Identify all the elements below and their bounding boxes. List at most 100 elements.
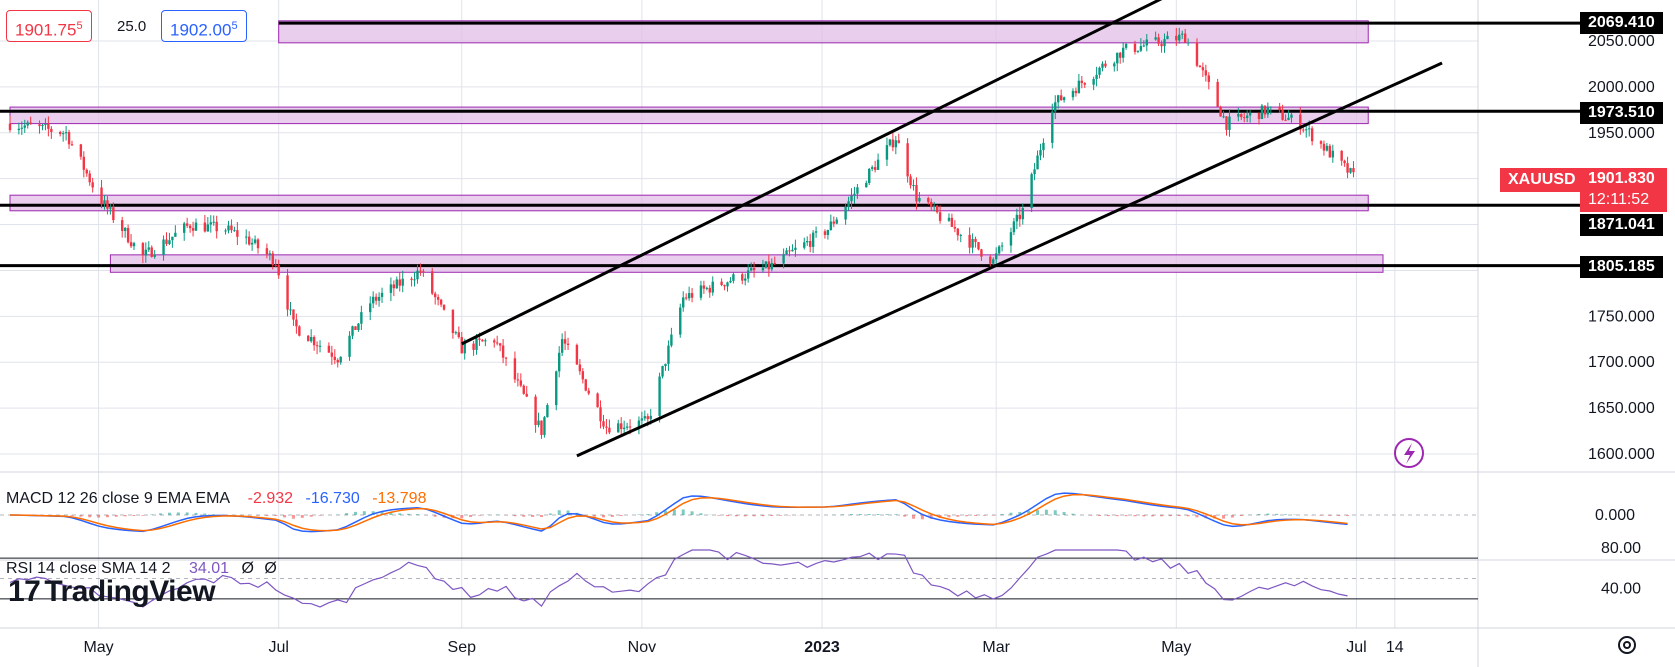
candle-body [1163, 39, 1166, 47]
candle-body [711, 281, 714, 293]
candle-body [1331, 150, 1335, 158]
candle-body [451, 309, 455, 334]
bid-price-sup: 5 [76, 20, 83, 32]
candle-body [498, 343, 502, 346]
macd-hist-bar [407, 513, 411, 515]
bid-price-box[interactable]: 1901.755 [6, 10, 92, 42]
candle-body [504, 357, 508, 359]
candle-body [909, 176, 912, 186]
macd-hist-bar [1000, 514, 1004, 515]
candle-body [1030, 174, 1033, 209]
candle-body [1352, 168, 1355, 173]
gear-icon[interactable] [1618, 636, 1636, 654]
candle-body [708, 287, 711, 293]
macd-legend[interactable]: MACD 12 26 close 9 EMA EMA -2.932 -16.73… [6, 490, 426, 508]
tradingview-logo[interactable]: 17 TradingView [8, 575, 216, 609]
candle-body [989, 256, 992, 264]
candle-body [85, 169, 88, 174]
candle-body [566, 343, 570, 345]
macd-hist-bar [841, 514, 845, 515]
candle-body [1098, 67, 1101, 75]
macd-hist-bar [79, 515, 83, 517]
candle-body [620, 423, 623, 430]
candle-body [897, 140, 900, 144]
candle-body [932, 205, 936, 207]
candle-body [318, 345, 322, 347]
candle-body [1175, 35, 1178, 41]
candle-body [106, 200, 109, 209]
candle-body [1310, 128, 1314, 142]
candle-body [1033, 169, 1036, 175]
macd-hist-bar [1053, 510, 1057, 515]
candle-body [1160, 43, 1163, 47]
candle-body [682, 297, 685, 308]
candle-body [495, 342, 499, 344]
ask-price-box[interactable]: 1902.005 [161, 10, 247, 42]
candle-body [1245, 115, 1249, 119]
symbol-badge[interactable]: XAUUSD [1500, 168, 1584, 192]
candle-body [185, 223, 189, 226]
candle-body [1302, 129, 1305, 131]
candle-body [1346, 163, 1349, 173]
candle-body [868, 168, 871, 184]
candle-body [915, 185, 918, 202]
macd-hist-bar [566, 510, 570, 515]
candle-body [416, 270, 419, 280]
candle-body [150, 247, 153, 257]
macd-hist-bar [380, 511, 384, 515]
candle-body [472, 343, 475, 350]
candle-body [484, 340, 487, 342]
macd-hist-bar [1257, 513, 1261, 515]
bid-price: 1901.75 [15, 20, 77, 40]
candle-body [395, 279, 399, 289]
candle-body [1216, 81, 1219, 107]
candle-body [457, 332, 461, 338]
candle-body [1042, 142, 1045, 151]
candle-body [61, 133, 65, 135]
macd-hist-bar [88, 515, 92, 518]
candle-body [516, 379, 520, 381]
macd-hist-bar [1160, 515, 1164, 517]
candle-body [563, 339, 567, 344]
macd-hist-bar [291, 515, 295, 519]
candle-body [1349, 168, 1352, 173]
macd-hist-bar [1089, 515, 1093, 516]
candle-body [622, 427, 626, 430]
candle-body [1059, 95, 1063, 101]
price-axis[interactable]: 2050.0002000.0001950.0001900.0001850.000… [1588, 33, 1655, 598]
candle-body [1036, 155, 1039, 170]
candle-body [1095, 74, 1098, 79]
candle-body [289, 309, 292, 311]
macd-hist-bar [1222, 515, 1226, 519]
time-tick-label: Nov [628, 639, 656, 656]
candle-body [956, 228, 960, 236]
candle-body [419, 270, 422, 272]
candle-body [1077, 80, 1081, 94]
last-price-box: 1901.830 12:11:52 [1580, 168, 1667, 212]
candle-body [803, 242, 806, 248]
candle-body [670, 334, 673, 346]
macd-hist-bar [300, 515, 304, 518]
candle-body [806, 240, 809, 243]
macd-hist-bar [203, 513, 207, 515]
rsi-legend[interactable]: RSI 14 close SMA 14 2 34.01 Ø Ø [6, 560, 277, 578]
macd-hist-bar [469, 515, 473, 517]
candle-body [519, 380, 523, 386]
macd-hist-bar [398, 513, 402, 515]
candle-body [935, 205, 939, 213]
macd-hist-bar [761, 515, 765, 517]
time-tick-label: 2023 [804, 639, 840, 656]
lightning-bolt-icon[interactable] [1394, 438, 1424, 468]
time-axis[interactable]: May Jul Sep Nov 2023 Mar May Jul 14 [83, 639, 1403, 656]
candle-body [245, 236, 248, 238]
candle-body [847, 201, 850, 207]
candle-body [132, 243, 136, 247]
signal-line [9, 493, 1348, 532]
candle-body [1266, 107, 1270, 115]
candle-body [1054, 102, 1057, 112]
candle-body [203, 222, 207, 232]
candle-body [581, 371, 585, 380]
candle-body [188, 225, 192, 229]
macd-hist-bar [1036, 510, 1040, 515]
